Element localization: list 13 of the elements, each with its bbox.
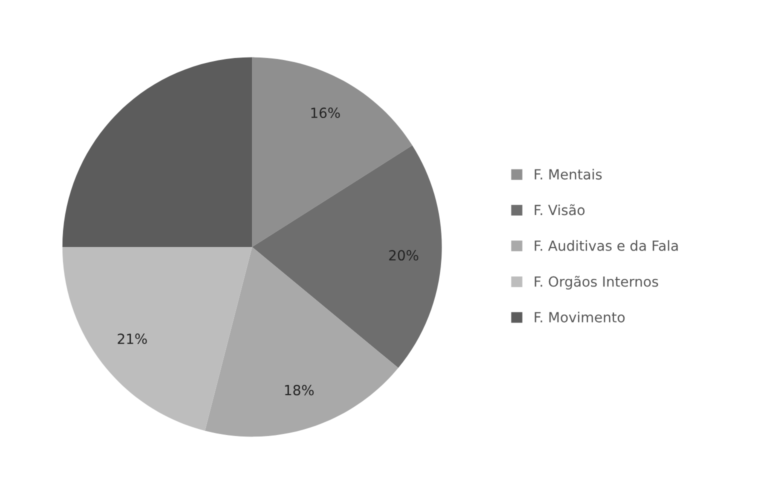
pie-slice xyxy=(252,57,412,247)
data-label: 20% xyxy=(389,250,418,261)
legend-label: F. Movimento xyxy=(534,312,625,322)
data-label: 21% xyxy=(118,334,147,344)
pie-slice xyxy=(252,145,442,368)
legend-label: F. Mentais xyxy=(534,168,602,180)
legend-label: F. Auditivas e da Fala xyxy=(534,240,678,251)
data-label: 16% xyxy=(311,108,340,118)
pie-slice xyxy=(62,57,252,247)
data-label: 18% xyxy=(285,384,314,396)
legend-label: F. Visão xyxy=(534,204,585,216)
pie-slice xyxy=(62,247,252,431)
legend-label: F. Orgãos Internos xyxy=(534,276,658,290)
